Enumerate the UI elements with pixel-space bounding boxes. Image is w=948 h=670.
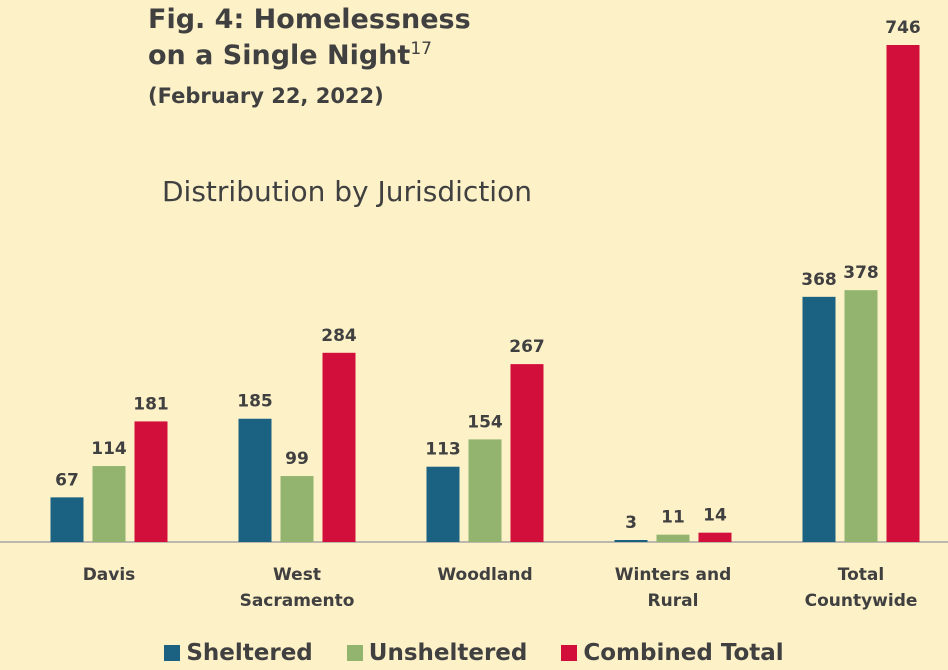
data-label: 99 bbox=[285, 449, 309, 469]
title-text: Fig. 4: Homelessness on a Single Night bbox=[148, 4, 471, 71]
legend-label: Combined Total bbox=[583, 640, 784, 666]
bar bbox=[238, 418, 272, 542]
data-label: 67 bbox=[55, 470, 79, 490]
bar bbox=[614, 540, 648, 542]
x-tick-label: Woodland bbox=[437, 565, 533, 585]
legend-label: Unsheltered bbox=[368, 640, 528, 666]
title-note: 17 bbox=[410, 39, 432, 59]
data-label: 181 bbox=[133, 394, 169, 414]
x-tick-label: Davis bbox=[82, 565, 136, 585]
bar bbox=[886, 45, 920, 542]
bar bbox=[426, 466, 460, 542]
legend-item: Sheltered bbox=[164, 640, 313, 666]
bar bbox=[322, 352, 356, 542]
bar bbox=[468, 439, 502, 542]
data-label: 284 bbox=[321, 326, 357, 346]
data-label: 11 bbox=[661, 508, 685, 528]
chart-date: (February 22, 2022) bbox=[148, 84, 384, 108]
legend-item: Combined Total bbox=[561, 640, 784, 666]
bar bbox=[92, 466, 126, 542]
x-tick-label: West Sacramento bbox=[239, 565, 355, 611]
data-label: 114 bbox=[91, 439, 127, 459]
legend-label: Sheltered bbox=[186, 640, 313, 666]
x-tick-label: Winters and Rural bbox=[614, 565, 732, 611]
x-tick-label: Total Countywide bbox=[804, 565, 918, 611]
bar bbox=[698, 532, 732, 542]
legend-swatch bbox=[164, 645, 181, 661]
data-label: 267 bbox=[509, 337, 545, 357]
data-label: 378 bbox=[843, 263, 879, 283]
bar bbox=[844, 290, 878, 542]
data-label: 3 bbox=[625, 513, 637, 533]
bar bbox=[50, 497, 84, 542]
data-label: 154 bbox=[467, 412, 503, 432]
chart-title: Fig. 4: Homelessness on a Single Night17 bbox=[148, 2, 488, 74]
bar bbox=[802, 296, 836, 542]
chart-subtitle: Distribution by Jurisdiction bbox=[162, 175, 532, 208]
bar bbox=[656, 534, 690, 542]
bar bbox=[134, 421, 168, 542]
legend-item: Unsheltered bbox=[346, 640, 528, 666]
data-label: 185 bbox=[237, 392, 273, 412]
legend-swatch bbox=[346, 645, 363, 661]
legend-swatch bbox=[561, 645, 578, 661]
data-label: 746 bbox=[885, 18, 921, 38]
data-label: 14 bbox=[703, 506, 727, 526]
bar bbox=[280, 476, 314, 542]
data-label: 368 bbox=[801, 270, 837, 290]
legend: Sheltered Unsheltered Combined Total bbox=[0, 640, 948, 666]
bar bbox=[510, 364, 544, 542]
data-label: 113 bbox=[425, 440, 461, 460]
